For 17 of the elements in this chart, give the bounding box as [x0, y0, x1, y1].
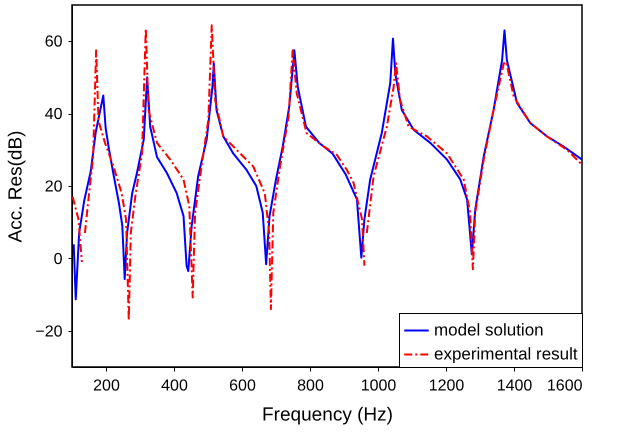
x-tick-label: 1200	[428, 378, 464, 394]
legend-label: experimental result	[434, 344, 578, 364]
x-tick-label: 1600	[546, 378, 583, 394]
x-tick-label: 1000	[360, 378, 396, 394]
x-tick-label: 800	[297, 378, 324, 394]
y-tick-label: −20	[35, 323, 63, 340]
y-tick-label: 0	[54, 250, 63, 268]
x-tick-label: 400	[161, 378, 188, 394]
y-tick-label: 60	[44, 34, 63, 51]
y-tick-label: 20	[44, 178, 63, 196]
x-axis-title: Frequency (Hz)	[262, 404, 393, 426]
x-tick-label: 600	[229, 378, 256, 394]
y-axis-title: Acc. Res(dB)	[5, 130, 26, 242]
x-tick-label: 1400	[496, 378, 532, 394]
x-tick-label: 200	[93, 378, 120, 394]
y-tick-label: 40	[44, 106, 63, 124]
legend-label: model solution	[434, 320, 544, 340]
